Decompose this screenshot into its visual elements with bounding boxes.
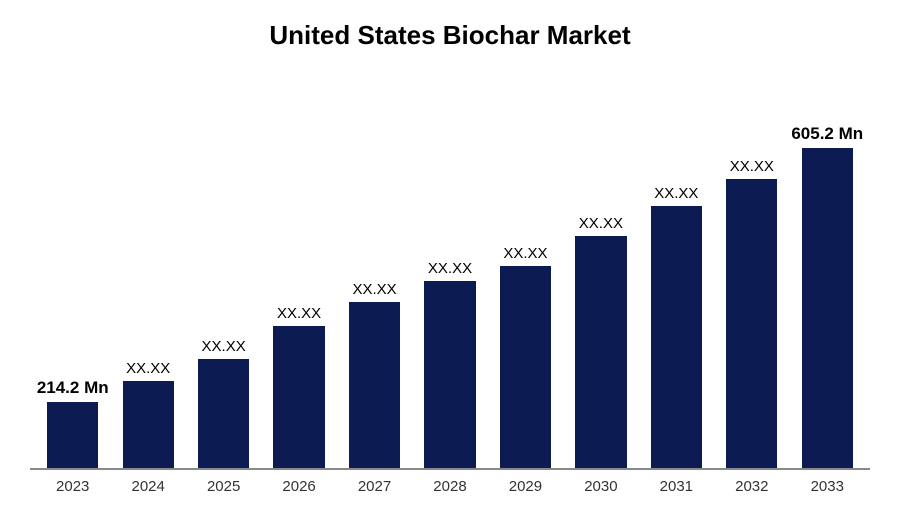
bar-label-8: XX.XX (654, 185, 698, 202)
x-label-10: 2033 (790, 478, 865, 495)
bar-10 (802, 148, 853, 468)
x-label-1: 2024 (110, 478, 185, 495)
chart-title: United States Biochar Market (30, 20, 870, 51)
x-label-3: 2026 (261, 478, 336, 495)
bar-group-9: XX.XX (714, 76, 789, 468)
bar-group-0: 214.2 Mn (35, 76, 110, 468)
bar-label-1: XX.XX (126, 360, 170, 377)
bar-1 (123, 381, 174, 468)
x-label-6: 2029 (488, 478, 563, 495)
x-label-0: 2023 (35, 478, 110, 495)
bar-label-0: 214.2 Mn (37, 378, 109, 398)
bar-label-7: XX.XX (579, 215, 623, 232)
bar-label-3: XX.XX (277, 305, 321, 322)
x-label-9: 2032 (714, 478, 789, 495)
x-axis: 2023 2024 2025 2026 2027 2028 2029 2030 … (30, 470, 870, 495)
bar-label-6: XX.XX (503, 245, 547, 262)
bar-label-4: XX.XX (352, 281, 396, 298)
bar-2 (198, 359, 249, 468)
x-label-5: 2028 (412, 478, 487, 495)
bar-group-3: XX.XX (261, 76, 336, 468)
bar-group-4: XX.XX (337, 76, 412, 468)
x-label-7: 2030 (563, 478, 638, 495)
x-label-2: 2025 (186, 478, 261, 495)
bar-4 (349, 302, 400, 468)
bar-label-5: XX.XX (428, 260, 472, 277)
bar-group-7: XX.XX (563, 76, 638, 468)
plot-area: 214.2 Mn XX.XX XX.XX XX.XX XX.XX XX.XX X… (30, 76, 870, 470)
bar-label-2: XX.XX (202, 338, 246, 355)
bar-8 (651, 206, 702, 468)
bar-group-10: 605.2 Mn (790, 76, 865, 468)
bar-label-10: 605.2 Mn (791, 124, 863, 144)
bar-9 (726, 179, 777, 468)
bar-7 (575, 236, 626, 468)
bar-label-9: XX.XX (730, 158, 774, 175)
bar-group-6: XX.XX (488, 76, 563, 468)
bar-6 (500, 266, 551, 468)
chart-container: United States Biochar Market 214.2 Mn XX… (0, 0, 900, 525)
x-label-4: 2027 (337, 478, 412, 495)
bar-5 (424, 281, 475, 468)
bar-3 (273, 326, 324, 468)
bar-group-2: XX.XX (186, 76, 261, 468)
bar-group-5: XX.XX (412, 76, 487, 468)
bar-group-1: XX.XX (110, 76, 185, 468)
x-label-8: 2031 (639, 478, 714, 495)
bar-0 (47, 402, 98, 468)
bar-group-8: XX.XX (639, 76, 714, 468)
